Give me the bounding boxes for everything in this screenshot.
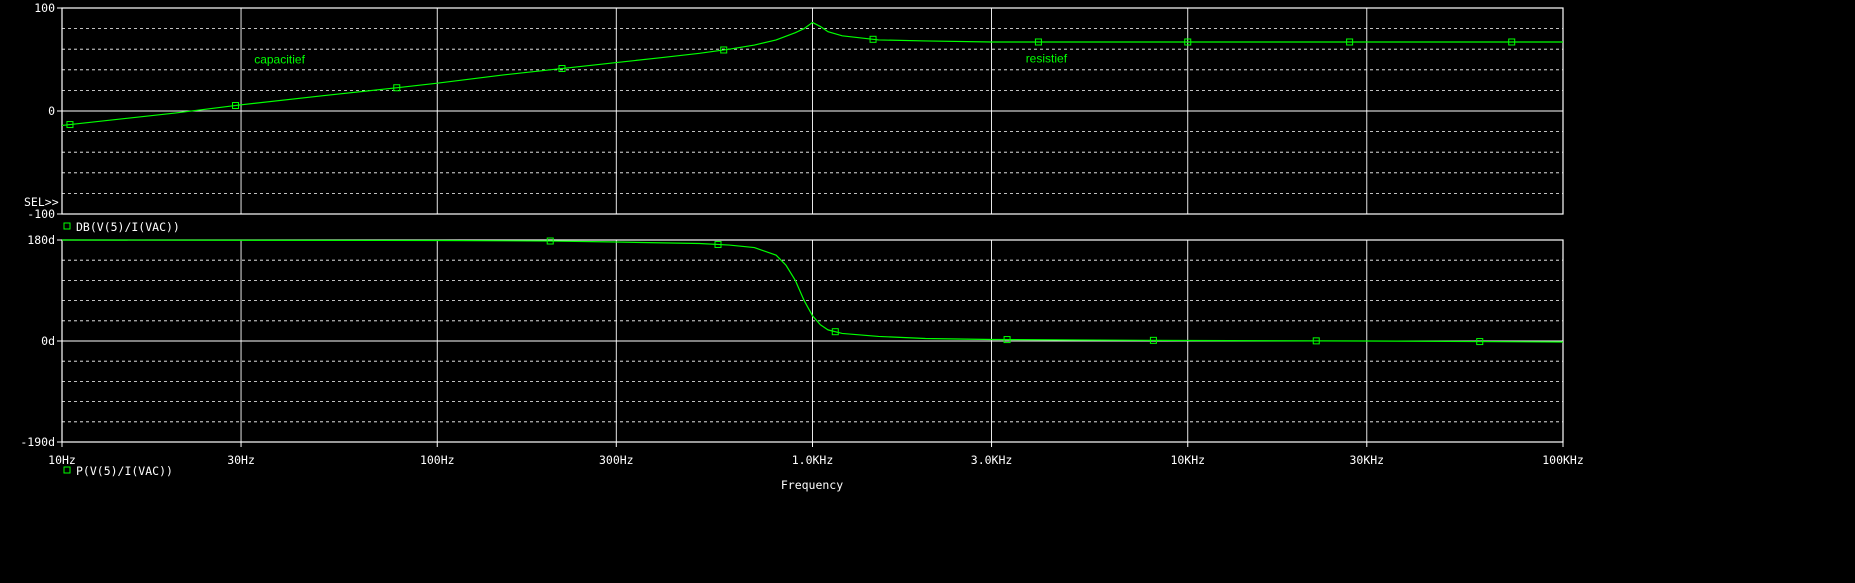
trace-marker [1346,38,1354,46]
x-tick-label: 10KHz [1170,453,1205,467]
trace-marker [558,65,566,73]
legend-marker-icon [63,222,71,230]
trace-marker [1149,336,1157,344]
y-tick-label: -100 [27,207,55,221]
trace-marker [1003,336,1011,344]
trace-marker [714,240,722,248]
trace-marker [869,35,877,43]
sel-indicator: SEL>> [24,195,59,209]
legend-marker-icon [63,466,71,474]
trace-marker [66,121,74,129]
trace-marker [1184,38,1192,46]
y-tick-label: 100 [34,1,55,15]
trace-marker [1034,38,1042,46]
x-tick-label: 100Hz [420,453,455,467]
y-tick-label: 180d [27,233,55,247]
x-tick-label: 300Hz [599,453,634,467]
trace-line-1 [61,21,1563,127]
trace-marker [393,84,401,92]
trace-marker [546,237,554,245]
legend-label-1: DB(V(5)/I(VAC)) [76,220,180,234]
x-tick-label: 30KHz [1349,453,1384,467]
annotation-label: resistief [1026,51,1068,65]
y-tick-label: 0d [41,334,55,348]
y-tick-label: 0 [48,104,55,118]
x-tick-label: 1.0KHz [792,453,834,467]
x-tick-label: 3.0KHz [971,453,1013,467]
x-axis-label: Frequency [781,478,843,492]
y-tick-label: -190d [20,435,55,449]
trace-marker [232,102,240,110]
trace-marker [1508,38,1516,46]
x-tick-label: 10Hz [48,453,76,467]
trace-marker [720,46,728,54]
annotation-label: capacitief [254,53,305,67]
x-tick-label: 100KHz [1542,453,1584,467]
trace-marker [1312,337,1320,345]
x-tick-label: 30Hz [227,453,255,467]
trace-marker [831,328,839,336]
trace-line-2 [61,239,1564,343]
trace-marker [1476,338,1484,346]
legend-label-2: P(V(5)/I(VAC)) [76,464,173,478]
